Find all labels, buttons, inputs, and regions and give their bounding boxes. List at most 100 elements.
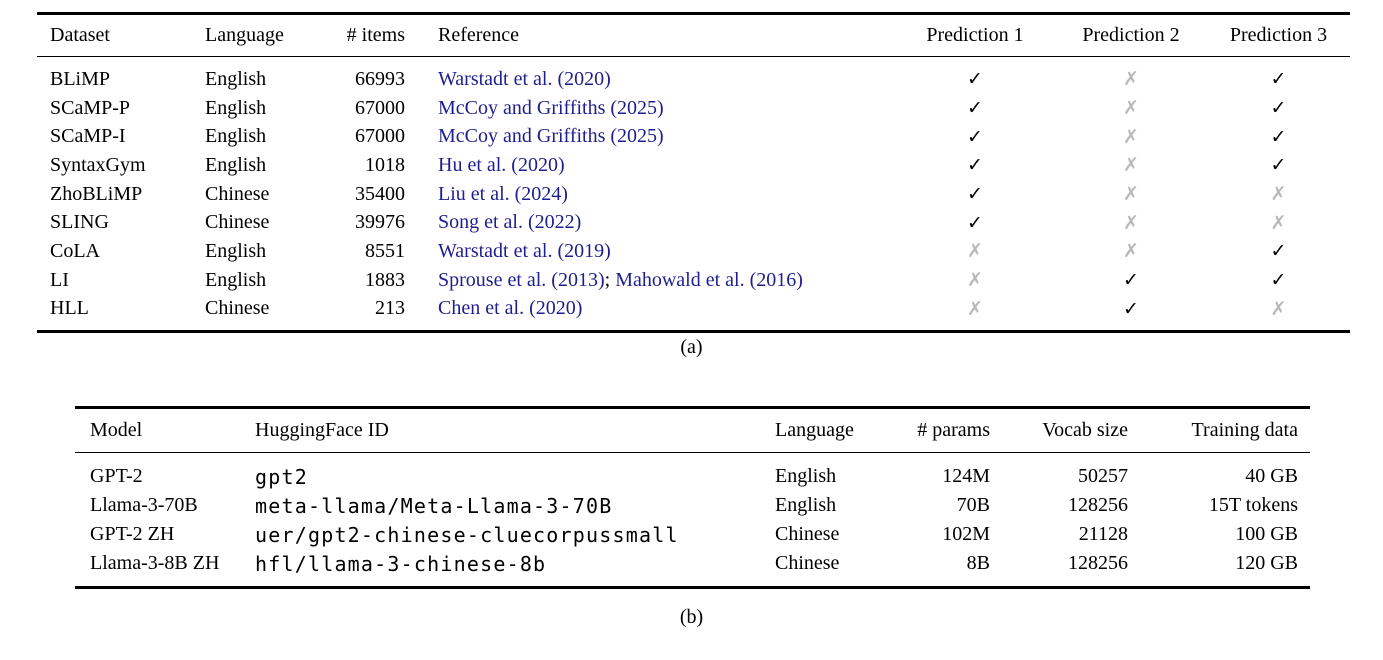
model-name: GPT-2	[90, 465, 143, 487]
models-table-body: GPT-2 gpt2 English 124M 50257 40 GB Llama-3-70…	[75, 453, 1310, 588]
model-vocab-size: 21128	[1078, 523, 1128, 545]
cross-mark-prediction-2: ✗	[1123, 97, 1139, 120]
citation-link[interactable]: Chen et al. (2020)	[438, 297, 583, 320]
col-header-vocab-size: Vocab size	[990, 407, 1128, 453]
dataset-language: English	[205, 239, 267, 262]
dataset-reference: Warstadt et al. (2020)	[405, 57, 895, 94]
model-name: GPT-2 ZH	[90, 523, 175, 545]
check-mark-prediction-3: ✓	[1270, 97, 1287, 120]
citation-link[interactable]: Warstadt et al. (2020)	[438, 67, 611, 90]
cross-mark-prediction-2: ✗	[1123, 154, 1139, 177]
dataset-row: SCaMP-P English 67000 McCoy and Griffiths (…	[37, 94, 1350, 123]
header-row: Model HuggingFace ID Language # params V…	[75, 407, 1310, 453]
dataset-item-count: 35400	[355, 182, 405, 205]
cross-mark-prediction-3: ✗	[1270, 211, 1287, 234]
dataset-language: Chinese	[205, 182, 270, 205]
model-training-data: 40 GB	[1245, 465, 1298, 487]
cross-mark-prediction-1: ✗	[967, 240, 983, 263]
dataset-item-count: 213	[375, 297, 405, 320]
model-training-data: 100 GB	[1235, 523, 1298, 545]
model-language: Chinese	[775, 523, 840, 545]
dataset-item-count: 1883	[365, 268, 405, 291]
model-name: Llama-3-70B	[90, 494, 198, 516]
dataset-reference: Song et al. (2022)	[405, 208, 895, 237]
dataset-language: Chinese	[205, 211, 270, 234]
dataset-reference: McCoy and Griffiths (2025)	[405, 94, 895, 123]
citation-link[interactable]: Hu et al. (2020)	[438, 153, 565, 176]
check-mark-prediction-3: ✓	[1270, 125, 1287, 148]
subfigure-caption-a: (a)	[680, 336, 703, 358]
col-header-language: Language	[775, 407, 895, 453]
model-training-data: 120 GB	[1235, 552, 1298, 574]
dataset-item-count: 39976	[355, 211, 405, 234]
dataset-name: HLL	[50, 297, 89, 320]
model-vocab-size: 128256	[1068, 552, 1128, 574]
cross-mark-prediction-2: ✗	[1123, 68, 1139, 91]
huggingface-id: meta-llama/Meta-Llama-3-70B	[255, 493, 613, 518]
model-language: Chinese	[775, 552, 840, 574]
citation-link[interactable]: Mahowald et al. (2016)	[615, 268, 803, 291]
cross-mark-prediction-2: ✗	[1123, 240, 1139, 263]
dataset-item-count: 1018	[365, 153, 405, 176]
dataset-language: English	[205, 67, 267, 90]
dataset-name: SCaMP-I	[50, 125, 126, 148]
dataset-language: Chinese	[205, 297, 270, 320]
citation-link[interactable]: McCoy and Griffiths (2025)	[438, 96, 664, 119]
model-row: GPT-2 gpt2 English 124M 50257 40 GB	[75, 453, 1310, 492]
model-row: Llama-3-8B ZH hfl/llama-3-chinese-8b Chine…	[75, 549, 1310, 588]
dataset-language: English	[205, 153, 267, 176]
model-language: English	[775, 465, 837, 487]
col-header-params: # params	[895, 407, 990, 453]
citation-link[interactable]: Song et al. (2022)	[438, 211, 582, 234]
header-row: Dataset Language # items Reference Predi…	[37, 13, 1350, 57]
col-header-prediction-1: Prediction 1	[895, 13, 1055, 57]
cross-mark-prediction-1: ✗	[967, 297, 983, 320]
dataset-language: English	[205, 96, 267, 119]
huggingface-id: uer/gpt2-chinese-cluecorpussmall	[255, 522, 679, 547]
citation-link[interactable]: McCoy and Griffiths (2025)	[438, 125, 664, 148]
citation-link[interactable]: Warstadt et al. (2019)	[438, 239, 611, 262]
cross-mark-prediction-3: ✗	[1270, 183, 1287, 206]
citation-link[interactable]: Sprouse et al. (2013)	[438, 268, 605, 291]
dataset-name: CoLA	[50, 239, 100, 262]
check-mark-prediction-1: ✓	[967, 183, 983, 206]
col-header-model: Model	[75, 407, 240, 453]
dataset-item-count: 66993	[355, 67, 405, 90]
col-header-dataset: Dataset	[37, 13, 205, 57]
dataset-row: CoLA English 8551 Warstadt et al. (2019) ✗ ✗ ✓	[37, 237, 1350, 266]
dataset-reference: Liu et al. (2024)	[405, 180, 895, 209]
dataset-reference: McCoy and Griffiths (2025)	[405, 122, 895, 151]
dataset-name: LI	[50, 268, 69, 291]
dataset-row: HLL Chinese 213 Chen et al. (2020) ✗ ✓ ✗	[37, 295, 1350, 332]
cross-mark-prediction-1: ✗	[967, 269, 983, 292]
model-params: 8B	[966, 552, 990, 574]
datasets-table-header: Dataset Language # items Reference Predi…	[37, 13, 1350, 57]
check-mark-prediction-2: ✓	[1123, 269, 1139, 292]
col-header-language: Language	[205, 13, 330, 57]
col-header-training-data: Training data	[1128, 407, 1310, 453]
dataset-row: BLiMP English 66993 Warstadt et al. (2020) ✓…	[37, 57, 1350, 94]
dataset-row: SyntaxGym English 1018 Hu et al. (2020) ✓ ✗ ✓	[37, 151, 1350, 180]
check-mark-prediction-1: ✓	[967, 211, 983, 234]
huggingface-id: gpt2	[255, 464, 308, 489]
datasets-table-body: BLiMP English 66993 Warstadt et al. (2020) ✓…	[37, 57, 1350, 332]
cross-mark-prediction-3: ✗	[1270, 297, 1287, 320]
dataset-row: SLING Chinese 39976 Song et al. (2022) ✓ ✗ ✗	[37, 208, 1350, 237]
model-row: GPT-2 ZH uer/gpt2-chinese-cluecorpussmall…	[75, 520, 1310, 549]
check-mark-prediction-2: ✓	[1123, 297, 1139, 320]
check-mark-prediction-3: ✓	[1270, 154, 1287, 177]
dataset-item-count: 67000	[355, 125, 405, 148]
check-mark-prediction-1: ✓	[967, 154, 983, 177]
dataset-reference: Warstadt et al. (2019)	[405, 237, 895, 266]
dataset-name: ZhoBLiMP	[50, 182, 143, 205]
col-header-prediction-3: Prediction 3	[1207, 13, 1350, 57]
check-mark-prediction-1: ✓	[967, 68, 983, 91]
citation-separator: ;	[604, 268, 616, 291]
check-mark-prediction-1: ✓	[967, 125, 983, 148]
dataset-row: ZhoBLiMP Chinese 35400 Liu et al. (2024) ✓ ✗ ✗	[37, 180, 1350, 209]
col-header-items: # items	[330, 13, 405, 57]
cross-mark-prediction-2: ✗	[1123, 125, 1139, 148]
citation-link[interactable]: Liu et al. (2024)	[438, 182, 568, 205]
model-params: 70B	[956, 494, 990, 516]
dataset-reference: Sprouse et al. (2013); Mahowald et al. (…	[405, 266, 895, 295]
